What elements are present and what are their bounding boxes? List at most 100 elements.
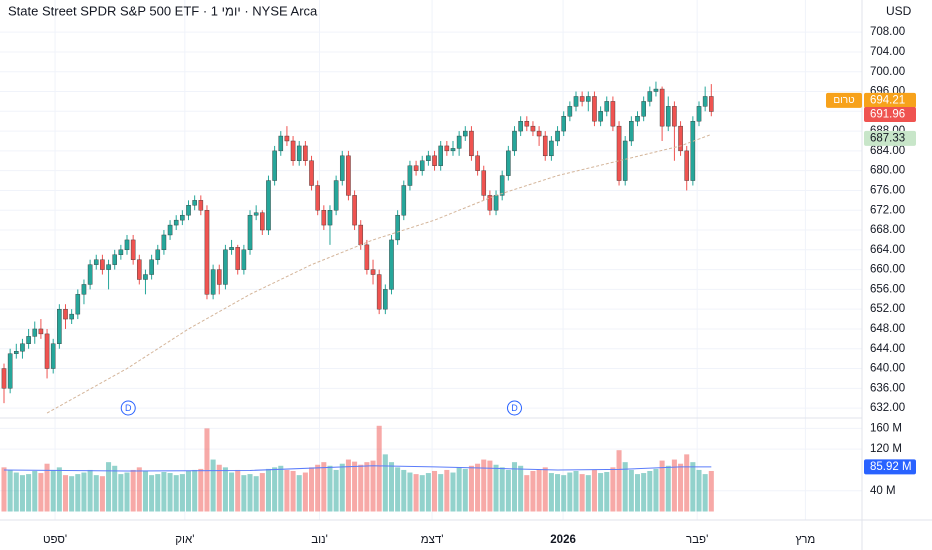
candle-body <box>481 170 487 196</box>
candle-body <box>542 135 548 157</box>
y-tick-label: 700.00 <box>870 66 905 78</box>
volume-bar <box>309 467 315 512</box>
candle-body <box>167 224 173 236</box>
volume-bar <box>44 463 50 512</box>
last-price: 691.96 <box>870 109 905 121</box>
volume-bar <box>99 476 105 512</box>
candle-body <box>346 155 351 196</box>
candle-body <box>130 239 136 260</box>
volume-bar <box>487 460 493 512</box>
candle-body <box>364 244 370 270</box>
candle-body <box>321 210 327 226</box>
volume-bar <box>548 473 554 512</box>
volume-tick-label: 160 M <box>870 422 902 434</box>
candle-body <box>20 343 25 352</box>
volume-bar <box>185 470 192 512</box>
candle-body <box>173 219 179 226</box>
volume-bar <box>241 475 247 512</box>
volume-bar <box>505 469 511 512</box>
y-tick-label: 664.00 <box>870 244 905 256</box>
candle-body <box>413 165 419 171</box>
candle-body <box>672 106 677 127</box>
candle-body <box>586 96 591 102</box>
volume-bar <box>462 468 468 512</box>
candle-body <box>487 195 493 211</box>
volume-bar <box>210 459 216 512</box>
volume-bar <box>518 465 524 512</box>
candle-body <box>647 91 653 102</box>
x-tick-label: פבר' <box>686 534 708 546</box>
volume-bar <box>290 470 296 512</box>
candle-body <box>610 101 616 127</box>
candle-body <box>383 289 388 310</box>
volume-bar <box>69 476 75 512</box>
candle-body <box>456 135 462 149</box>
candle-body <box>530 125 536 132</box>
candle-body <box>38 328 44 335</box>
volume-tick-label: 120 M <box>870 443 902 455</box>
volume-bar <box>222 467 228 512</box>
moving-average <box>46 133 712 414</box>
candle-body <box>549 140 554 157</box>
volume-bar <box>302 472 308 512</box>
candle-body <box>475 155 480 171</box>
volume-bar <box>598 473 604 512</box>
volume-bar <box>438 474 444 512</box>
volume-bar <box>468 465 474 512</box>
volume-bar <box>610 467 616 512</box>
y-tick-label: 684.00 <box>870 145 905 157</box>
volume-bar <box>696 469 702 512</box>
volume-bar <box>321 462 327 512</box>
y-tick-label: 632.00 <box>870 402 905 414</box>
candle-body <box>518 120 523 132</box>
dividend-marker <box>120 400 136 416</box>
y-tick-label: 652.00 <box>870 303 905 315</box>
volume-bar <box>278 465 284 512</box>
candle-body <box>561 116 566 132</box>
y-tick-label: 672.00 <box>870 204 905 216</box>
volume-bar <box>112 465 118 512</box>
candle-body <box>14 351 19 354</box>
candle-body <box>253 212 259 216</box>
candle-body <box>444 145 450 152</box>
candle-body <box>419 160 425 171</box>
volume-bar <box>204 428 210 512</box>
y-tick-label: 708.00 <box>870 26 905 38</box>
candle-body <box>598 111 603 122</box>
candle-body <box>1 368 7 389</box>
volume-bar <box>702 474 708 512</box>
volume-bar <box>26 474 32 512</box>
volume-bar <box>653 468 659 512</box>
x-tick-label: ספט' <box>43 534 67 546</box>
candle-body <box>432 155 437 166</box>
volume-bar <box>179 474 185 512</box>
volume-bar <box>524 475 530 512</box>
candle-body <box>690 120 696 181</box>
candle-body <box>327 210 333 226</box>
volume-ma-value-box <box>864 459 916 475</box>
candle-body <box>309 160 314 186</box>
candle-body <box>186 205 191 216</box>
volume-bar <box>591 469 597 512</box>
volume-bar <box>161 472 167 512</box>
candle-body <box>180 214 185 221</box>
candle-body <box>106 264 111 270</box>
volume-bar <box>38 473 44 512</box>
volume-bar <box>665 465 671 512</box>
volume-bar <box>93 475 99 512</box>
volume-bar <box>690 462 696 512</box>
volume-bar <box>604 472 610 512</box>
y-tick-label: 636.00 <box>870 382 905 394</box>
premarket-tag-box <box>826 92 862 108</box>
candle-body <box>709 96 714 112</box>
candle-body <box>81 284 87 295</box>
currency: USD <box>886 4 912 18</box>
candle-body <box>7 353 13 389</box>
candle-body <box>216 269 222 285</box>
volume-bar <box>432 470 438 512</box>
volume-bar <box>167 473 173 512</box>
candle-body <box>26 336 31 344</box>
candle-body <box>44 333 50 369</box>
volume-bar <box>647 470 653 512</box>
volume-bar <box>50 469 56 512</box>
